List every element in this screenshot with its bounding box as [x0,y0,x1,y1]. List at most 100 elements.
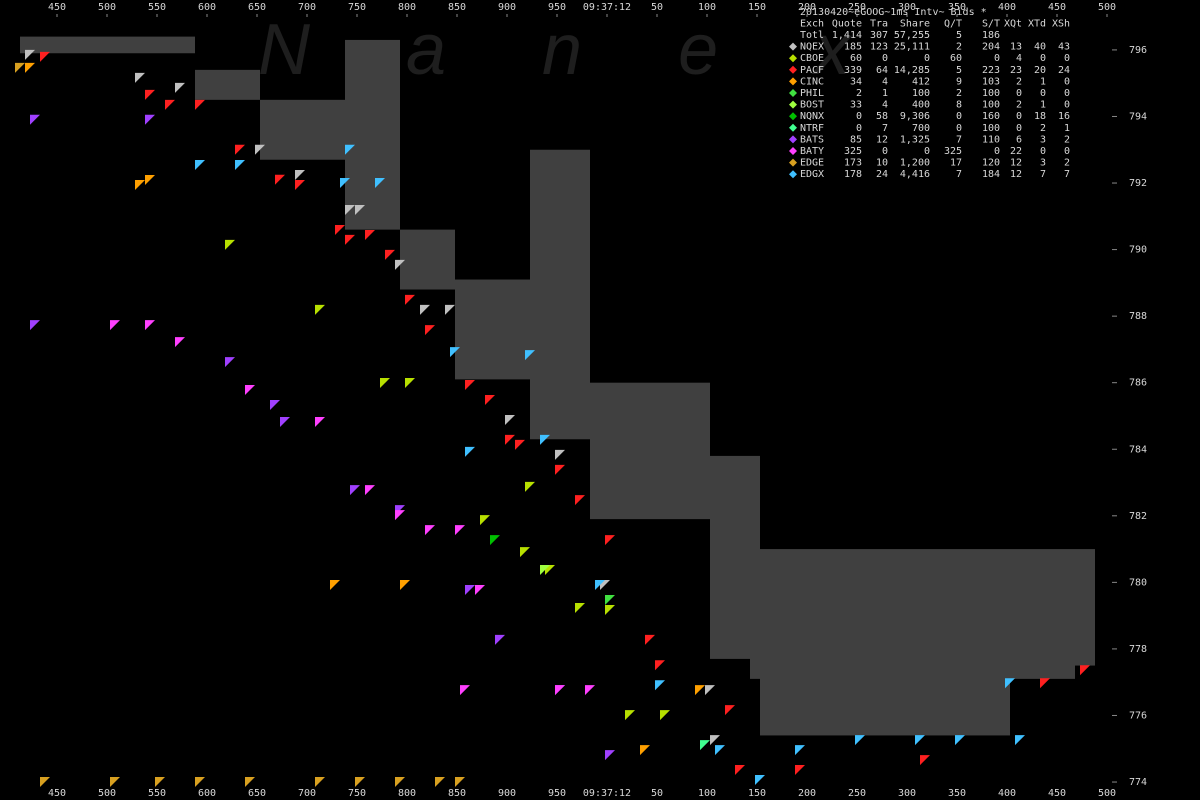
quote-marker [460,685,470,696]
quote-marker [255,144,265,155]
quote-marker [270,399,280,410]
quote-marker [355,204,365,215]
x-tick-label-bottom: 100 [698,788,716,799]
legend-cell: 1,325 [900,134,930,145]
x-tick-label-top: 500 [98,2,116,13]
legend-marker [789,54,797,63]
legend-cell: 178 [844,169,862,180]
quote-marker [605,604,615,615]
legend-cell: 0 [856,111,862,122]
quote-marker [165,99,175,110]
legend-cell: 12 [876,134,888,145]
quote-marker [235,160,245,171]
legend-cell: 2 [1040,123,1046,134]
x-tick-label-bottom: 50 [651,788,663,799]
x-tick-label-top: 650 [248,2,266,13]
quote-marker [25,49,35,60]
legend-cell: 34 [850,76,862,87]
legend-row-label: NQEX [800,42,824,53]
legend-cell: 43 [1058,42,1070,53]
legend-cell: 0 [1016,88,1022,99]
legend-cell: 0 [882,146,888,157]
legend-cell: 0 [956,111,962,122]
x-tick-label-top: 200 [798,2,816,13]
quote-marker [145,89,155,100]
legend-cell: 7 [956,169,962,180]
legend-cell: 0 [1064,100,1070,111]
quote-marker [420,304,430,315]
quote-marker [155,777,165,788]
x-tick-label-top: 300 [898,2,916,13]
legend-cell: 40 [1034,42,1046,53]
quote-marker [335,224,345,235]
quote-marker [315,416,325,427]
legend-cell: 5 [956,65,962,76]
legend-cell: 400 [912,100,930,111]
quote-marker [695,685,705,696]
legend-cell: 12 [1010,158,1022,169]
legend-cell: 0 [1064,88,1070,99]
legend-cell: 4,416 [900,169,930,180]
x-tick-label-top: 900 [498,2,516,13]
quote-marker [555,685,565,696]
legend-column: Quote [832,19,862,30]
x-tick-label-bottom: 650 [248,788,266,799]
quote-marker [145,175,155,186]
legend-marker [789,77,797,86]
quote-marker [465,585,475,596]
legend-cell: 0 [1064,53,1070,64]
quote-marker [655,660,665,671]
legend-cell: 7 [1064,169,1070,180]
x-tick-label-top: 100 [698,2,716,13]
quote-marker [795,745,805,756]
legend-cell: 307 [870,30,888,41]
quote-marker [640,745,650,756]
quote-marker [660,710,670,721]
quote-marker [135,72,145,83]
quote-marker [395,259,405,270]
legend-cell: 2 [956,88,962,99]
x-tick-label-top: 400 [998,2,1016,13]
legend-cell: 185 [844,42,862,53]
axes: 4504505005005505506006006506507007007507… [48,2,1147,799]
legend-cell: 412 [912,76,930,87]
quote-marker [195,99,205,110]
x-tick-label-top: 600 [198,2,216,13]
quote-marker [175,82,185,93]
quote-marker [495,634,505,645]
quote-marker [465,446,475,457]
quote-marker [315,777,325,788]
legend-marker [789,89,797,97]
quote-marker [455,525,465,536]
quote-marker [520,547,530,558]
x-tick-label-bottom: 550 [148,788,166,799]
legend-cell: 12 [1010,169,1022,180]
legend-cell: 85 [850,134,862,145]
legend-cell: 18 [1034,111,1046,122]
legend-cell: 100 [982,88,1000,99]
quote-marker [515,439,525,450]
x-tick-label-bottom: 850 [448,788,466,799]
quote-marker [455,777,465,788]
quote-marker [915,735,925,746]
x-tick-label-top: 750 [348,2,366,13]
quote-marker [345,204,355,215]
legend-marker [789,147,797,155]
x-tick-label-top: 700 [298,2,316,13]
x-tick-label-top: 950 [548,2,566,13]
quote-marker [395,777,405,788]
quote-marker [735,765,745,776]
legend-cell: 0 [1040,146,1046,157]
legend-cell: 223 [982,65,1000,76]
legend-cell: 110 [982,134,1000,145]
y-tick-label: 786 [1129,378,1147,389]
y-tick-label: 780 [1129,577,1147,588]
x-tick-label-bottom: 350 [948,788,966,799]
quote-marker [295,170,305,181]
quote-marker [30,320,40,331]
quote-marker [245,777,255,788]
legend-cell: 1 [1064,123,1070,134]
band-step [1010,549,1075,679]
legend-cell: 173 [844,158,862,169]
y-tick-label: 790 [1129,245,1147,256]
